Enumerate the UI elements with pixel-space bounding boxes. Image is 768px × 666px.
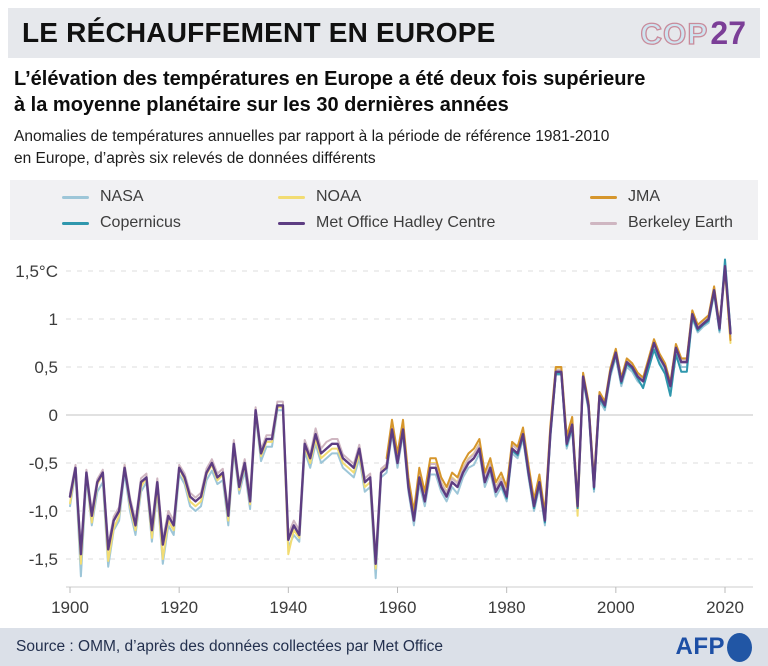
description-line2: en Europe, d’après six relevés de donnée… <box>14 150 376 167</box>
legend-item: Met Office Hadley Centre <box>278 211 590 235</box>
legend-swatch-icon <box>62 195 89 199</box>
cop27-logo: COP 27 <box>640 15 746 52</box>
x-axis-label: 1920 <box>160 598 198 617</box>
series-line-noaa <box>69 270 732 570</box>
x-axis-label: 2000 <box>597 598 635 617</box>
page-title: LE RÉCHAUFFEMENT EN EUROPE <box>22 17 496 48</box>
y-axis-label: 1 <box>49 310 58 329</box>
x-axis-label: 1900 <box>51 598 89 617</box>
legend: NASA NOAA JMA Copernicus Met Office Hadley C… <box>10 180 758 240</box>
series-line-copernicus <box>500 258 732 524</box>
headline: L’élévation des températures en Europe a… <box>14 66 758 118</box>
x-axis-label: 1980 <box>488 598 526 617</box>
y-axis-label: -1,0 <box>29 502 58 521</box>
legend-swatch-icon <box>590 195 617 199</box>
x-axis-label: 1960 <box>379 598 417 617</box>
legend-label: Met Office Hadley Centre <box>316 214 496 231</box>
legend-label: Berkeley Earth <box>628 214 733 231</box>
legend-swatch-icon <box>278 195 305 199</box>
legend-item: Berkeley Earth <box>590 211 758 235</box>
series-line-berkeley-earth <box>69 264 732 559</box>
chart-svg: 1,5°C 1 0,5 0 -0,5 -1,0 -1,5 1900 1920 1940 1960 19… <box>15 258 753 617</box>
x-axis-label: 1940 <box>269 598 307 617</box>
y-axis-label: 0,5 <box>34 358 58 377</box>
legend-item: JMA <box>590 185 758 209</box>
legend-label: Copernicus <box>100 214 181 231</box>
cop27-logo-27: 27 <box>710 14 746 51</box>
header-band: LE RÉCHAUFFEMENT EN EUROPE COP 27 <box>8 8 760 58</box>
series-line-met-office-hadley-centre <box>68 265 732 565</box>
y-axis-label: -0,5 <box>29 454 58 473</box>
legend-item: Copernicus <box>62 211 278 235</box>
y-axis-label: 0 <box>49 406 58 425</box>
legend-item: NASA <box>62 185 278 209</box>
y-axis-label: 1,5°C <box>15 262 58 281</box>
headline-line1: L’élévation des températures en Europe a… <box>14 68 646 90</box>
legend-label: JMA <box>628 188 660 205</box>
chart: 1,5°C 1 0,5 0 -0,5 -1,0 -1,5 1900 1920 1940 1960 19… <box>0 243 768 623</box>
afp-logo-text: AFP <box>675 633 725 660</box>
legend-swatch-icon <box>62 221 89 225</box>
afp-globe-icon <box>727 632 752 662</box>
legend-label: NOAA <box>316 188 362 205</box>
source-text: Source : OMM, d’après des données collec… <box>16 638 444 655</box>
x-axis-label: 2020 <box>706 598 744 617</box>
chart-description: Anomalies de températures annuelles par … <box>14 126 758 170</box>
headline-line2: à la moyenne planétaire sur les 30 derni… <box>14 94 509 116</box>
footer: Source : OMM, d’après des données collec… <box>0 628 768 666</box>
cop27-logo-cop: COP <box>640 17 709 51</box>
legend-item: NOAA <box>278 185 590 209</box>
legend-swatch-icon <box>278 221 305 225</box>
series-line-nasa <box>69 268 732 580</box>
afp-logo: AFP <box>675 632 752 662</box>
legend-swatch-icon <box>590 221 617 225</box>
legend-label: NASA <box>100 188 144 205</box>
y-axis-label: -1,5 <box>29 550 58 569</box>
description-line1: Anomalies de températures annuelles par … <box>14 128 610 145</box>
